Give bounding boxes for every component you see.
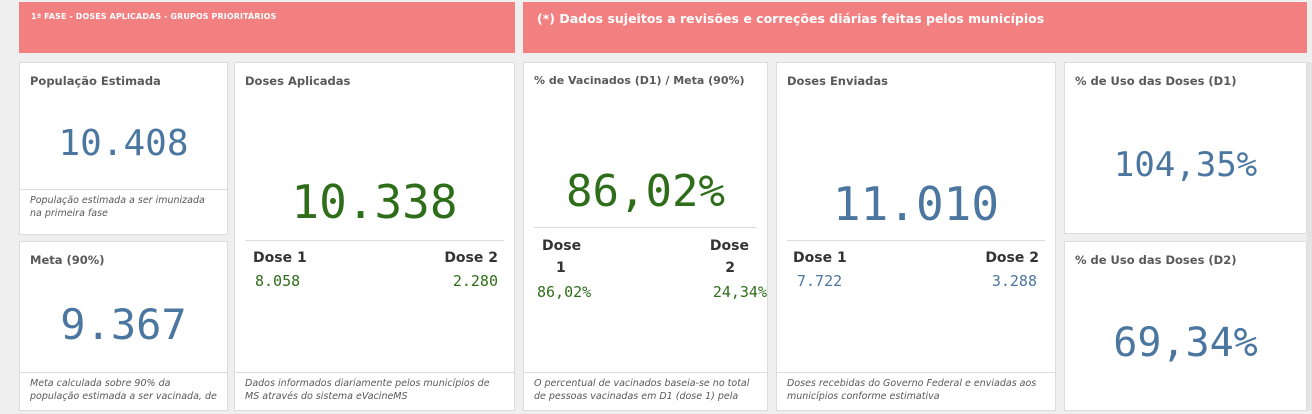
- doses-enviadas-card[interactable]: Doses Enviadas 11.010 Dose 1 7.722 Dose …: [776, 62, 1056, 411]
- vacinados-dose1-value: 86,02%: [537, 283, 592, 301]
- meta-note: Meta calculada sobre 90% da população es…: [20, 372, 227, 410]
- uso-doses-d1-value: 104,35%: [1113, 145, 1258, 185]
- uso-doses-d1-title: % de Uso das Doses (D1): [1075, 74, 1237, 88]
- doses-aplicadas-dose2-label: Dose 2: [444, 250, 498, 266]
- disclaimer-banner: (*) Dados sujeitos a revisões e correçõe…: [523, 2, 1307, 53]
- vacinados-dose1-label-number: 1: [556, 260, 566, 276]
- vacinados-meta-divider: [534, 227, 757, 228]
- meta-card[interactable]: Meta (90%) 9.367 Meta calculada sobre 90…: [19, 241, 228, 411]
- vacinados-meta-title: % de Vacinados (D1) / Meta (90%): [534, 74, 745, 87]
- vacinados-dose2-label-number: 2: [725, 260, 735, 276]
- doses-aplicadas-note: Dados informados diariamente pelos munic…: [235, 372, 514, 410]
- vertical-scrollbar[interactable]: [1307, 62, 1312, 411]
- vacinados-meta-note: O percentual de vacinados baseia-se no t…: [524, 372, 767, 410]
- vacinados-dose2-value: 24,34%: [712, 283, 767, 301]
- uso-doses-d2-title: % de Uso das Doses (D2): [1075, 253, 1237, 267]
- vacinados-meta-value: 86,02%: [566, 166, 725, 217]
- doses-enviadas-divider: [787, 240, 1045, 241]
- doses-enviadas-dose2-value: 3.288: [991, 272, 1037, 290]
- doses-enviadas-dose2-label: Dose 2: [985, 250, 1039, 266]
- doses-aplicadas-dose1-label: Dose 1: [253, 250, 307, 266]
- doses-aplicadas-value: 10.338: [291, 175, 458, 229]
- doses-enviadas-title: Doses Enviadas: [787, 74, 889, 88]
- populacao-estimada-card[interactable]: População Estimada 10.408 População esti…: [19, 62, 228, 235]
- doses-enviadas-value: 11.010: [832, 177, 1000, 231]
- vacinados-meta-card[interactable]: % de Vacinados (D1) / Meta (90%) 86,02% …: [523, 62, 768, 411]
- disclaimer-banner-text: (*) Dados sujeitos a revisões e correçõe…: [537, 11, 1045, 26]
- phase-banner: 1ª FASE - DOSES APLICADAS - GRUPOS PRIOR…: [19, 2, 515, 53]
- doses-aplicadas-divider: [245, 240, 504, 241]
- doses-enviadas-note: Doses recebidas do Governo Federal e env…: [777, 372, 1055, 410]
- doses-aplicadas-title: Doses Aplicadas: [245, 74, 351, 88]
- doses-aplicadas-dose2-value: 2.280: [452, 272, 498, 290]
- doses-enviadas-dose1-value: 7.722: [797, 272, 843, 290]
- populacao-estimada-title: População Estimada: [30, 74, 161, 88]
- doses-aplicadas-dose1-value: 8.058: [255, 272, 301, 290]
- meta-value: 9.367: [60, 300, 187, 349]
- vacinados-dose2-label: Dose: [709, 238, 749, 254]
- populacao-estimada-value: 10.408: [58, 123, 189, 164]
- phase-banner-text: 1ª FASE - DOSES APLICADAS - GRUPOS PRIOR…: [31, 12, 277, 21]
- meta-title: Meta (90%): [30, 253, 105, 267]
- uso-doses-d2-value: 69,34%: [1113, 320, 1258, 366]
- uso-doses-d1-card[interactable]: % de Uso das Doses (D1) 104,35%: [1064, 62, 1307, 234]
- vacinados-dose1-label: Dose: [542, 238, 582, 254]
- doses-enviadas-dose1-label: Dose 1: [793, 250, 847, 266]
- populacao-estimada-note: População estimada a ser imunizada na pr…: [20, 189, 227, 234]
- uso-doses-d2-card[interactable]: % de Uso das Doses (D2) 69,34%: [1064, 241, 1307, 411]
- doses-aplicadas-card[interactable]: Doses Aplicadas 10.338 Dose 1 8.058 Dose…: [234, 62, 515, 411]
